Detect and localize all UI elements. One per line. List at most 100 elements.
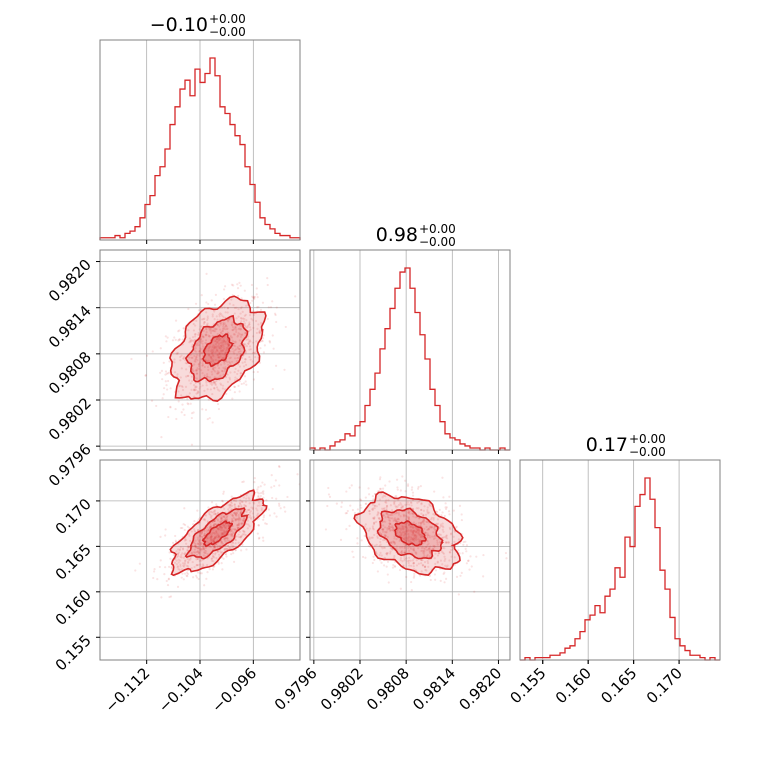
sample-point	[228, 343, 231, 347]
sample-point	[214, 535, 217, 538]
sample-point	[271, 300, 274, 303]
sample-point	[206, 570, 209, 574]
sample-point	[248, 498, 251, 501]
x-tick-label: 0.9814	[409, 664, 459, 714]
sample-point	[169, 405, 172, 408]
sample-point	[401, 525, 404, 528]
sample-point	[206, 563, 209, 567]
sample-point	[421, 564, 425, 567]
sample-point	[257, 524, 260, 527]
sample-point	[262, 334, 265, 337]
sample-point	[186, 545, 190, 548]
sample-point	[186, 397, 189, 401]
sample-point	[398, 531, 402, 534]
sample-point	[216, 324, 220, 327]
sample-point	[465, 550, 468, 553]
sample-point	[426, 509, 429, 512]
param-title-2: 0.17	[586, 434, 628, 456]
sample-point	[427, 547, 431, 550]
sample-point	[198, 387, 201, 390]
sample-point	[364, 496, 367, 499]
sample-point	[267, 306, 270, 309]
sample-point	[194, 544, 197, 547]
sample-point	[412, 521, 416, 524]
sample-point	[196, 546, 199, 549]
sample-point	[230, 298, 233, 301]
sample-point	[251, 360, 254, 363]
sample-point	[384, 535, 387, 538]
sample-point	[239, 333, 242, 336]
sample-point	[428, 536, 432, 539]
sample-point	[237, 518, 240, 521]
sample-point	[240, 549, 243, 552]
sample-point	[217, 339, 220, 342]
sample-point	[420, 558, 423, 562]
sample-point	[450, 545, 453, 548]
sample-point	[236, 524, 239, 527]
sample-point	[412, 568, 416, 571]
sample-point	[368, 512, 371, 515]
sample-point	[215, 530, 218, 534]
sample-point	[231, 321, 234, 324]
sample-point	[193, 360, 196, 363]
sample-point	[219, 347, 222, 350]
sample-point	[231, 324, 234, 327]
sample-point	[223, 526, 226, 529]
sample-point	[379, 559, 382, 562]
scatter-panel-0-2	[134, 465, 300, 599]
sample-point	[439, 533, 442, 536]
sample-point	[248, 326, 252, 329]
sample-point	[176, 552, 179, 556]
sample-point	[432, 544, 435, 547]
sample-point	[234, 506, 237, 509]
sample-point	[439, 523, 443, 526]
sample-point	[195, 355, 198, 359]
sample-point	[443, 555, 446, 558]
sample-point	[200, 341, 203, 344]
sample-point	[436, 518, 440, 521]
sample-point	[181, 547, 185, 550]
sample-point	[213, 544, 216, 548]
sample-point	[213, 510, 216, 513]
sample-point	[236, 372, 239, 376]
sample-point	[216, 550, 220, 553]
sample-point	[190, 552, 193, 555]
sample-point	[245, 510, 248, 514]
sample-point	[230, 283, 234, 286]
sample-point	[226, 342, 229, 345]
sample-point	[391, 548, 394, 551]
sample-point	[432, 531, 435, 534]
sample-point	[217, 338, 220, 341]
sample-point	[240, 324, 243, 327]
sample-point	[218, 520, 222, 523]
sample-point	[223, 360, 226, 363]
sample-point	[231, 520, 234, 523]
sample-point	[407, 533, 410, 536]
sample-point	[421, 563, 425, 567]
sample-point	[394, 565, 397, 568]
sample-point	[196, 542, 199, 545]
sample-point	[240, 317, 243, 320]
sample-point	[177, 385, 180, 388]
sample-point	[234, 367, 237, 370]
sample-point	[193, 565, 196, 569]
sample-point	[379, 476, 382, 479]
sample-point	[421, 558, 424, 562]
sample-point	[212, 355, 215, 358]
sample-point	[233, 511, 236, 514]
sample-point	[214, 552, 217, 555]
sample-point	[395, 494, 398, 498]
sample-point	[378, 517, 381, 520]
sample-point	[244, 324, 247, 328]
sample-point	[417, 531, 420, 534]
sample-point	[210, 514, 213, 518]
sample-point	[389, 523, 392, 526]
sample-point	[426, 520, 429, 524]
sample-point	[255, 306, 259, 309]
sample-point	[206, 372, 209, 376]
sample-point	[203, 529, 206, 533]
sample-point	[178, 384, 182, 387]
sample-point	[180, 556, 183, 559]
sample-point	[441, 536, 444, 539]
sample-point	[239, 372, 242, 375]
